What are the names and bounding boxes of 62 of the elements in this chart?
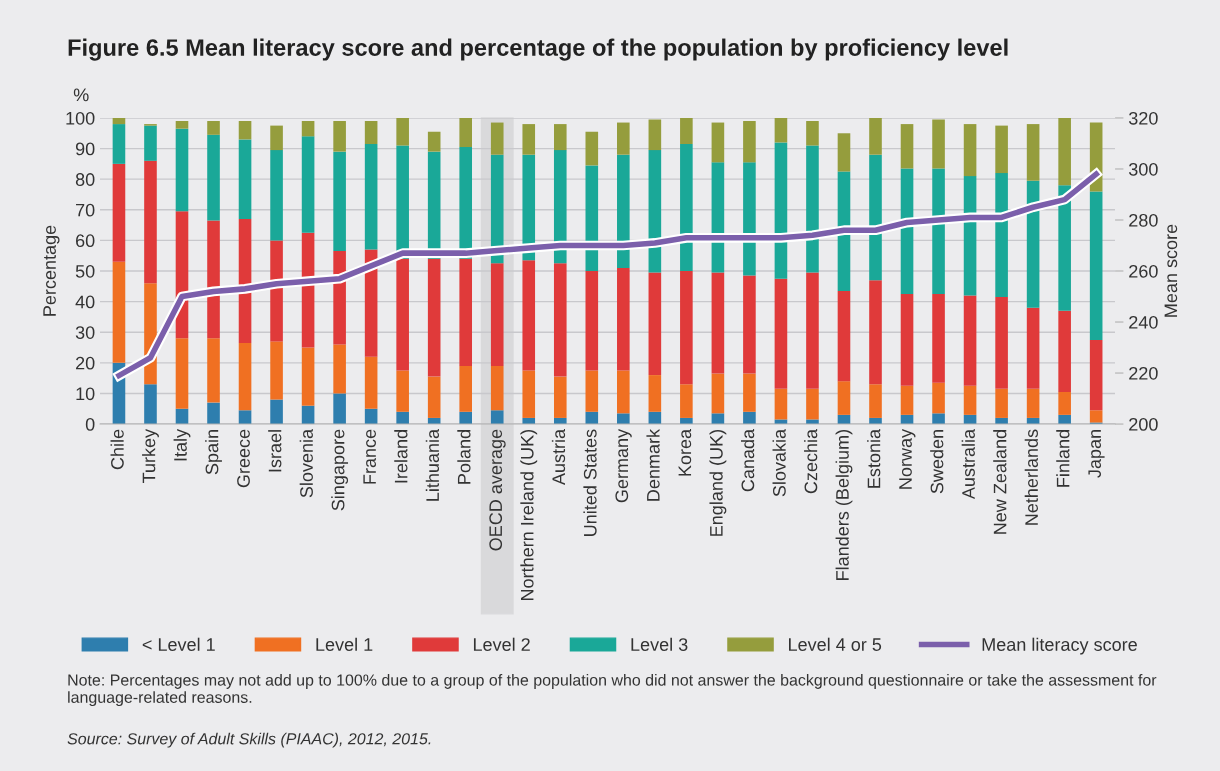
y-tick-label: 10 (76, 387, 95, 401)
x-tick-label: Estonia (867, 428, 881, 488)
text: % (73, 88, 89, 102)
x-tick-label: Singapore (331, 429, 349, 511)
x-tick-label: Sweden (930, 430, 944, 494)
y-tick-label: 0 (85, 417, 95, 431)
x-tick-label: Czechia (804, 428, 818, 494)
y-tick-label: 90 (75, 142, 95, 156)
y2-tick-label: 320 (1128, 111, 1158, 125)
x-tick-label: Flanders (Belgium) (835, 430, 853, 580)
x-tick-label: Israel (268, 430, 282, 472)
y-tick-label: 70 (76, 203, 95, 217)
x-tick-label: Japan (1088, 430, 1105, 478)
x-tick-label: New Zealand (993, 430, 1007, 534)
x-tick-label: Netherlands (1024, 429, 1038, 525)
y2-tick-label: 220 (1129, 366, 1158, 380)
y2-tick-label: 280 (1129, 213, 1158, 227)
y-tick-label: 50 (75, 264, 95, 278)
y-tick-label: 100 (66, 111, 95, 125)
x-tick-label: Germany (615, 428, 632, 503)
y-tick-label: 80 (75, 173, 95, 186)
x-tick-label: Austria (551, 428, 566, 486)
y2-tick-label: 240 (1129, 315, 1158, 329)
x-tick-label: Lithuania (425, 428, 440, 501)
y2-axis-title: Mean score (1164, 224, 1178, 317)
text: Note: Percentages may not add up to 100% due to a group of the population who did not answer the background questionnaire or take the assessment for language-related reasons. (68, 674, 1157, 707)
y-tick-label: 20 (76, 356, 95, 370)
y-tick-label: 30 (75, 326, 95, 339)
x-tick-label: England (UK) (709, 430, 727, 536)
x-tick-label: Greece (237, 429, 250, 488)
x-tick-label: Finland (1056, 430, 1070, 487)
legend-label: Mean literacy score (982, 637, 1137, 655)
y2-tick-label: 300 (1128, 162, 1158, 176)
y-axis-title: Percentage (43, 225, 60, 316)
x-tick-label: Slovenia (299, 428, 313, 498)
x-tick-label: Slovakia (772, 428, 786, 497)
x-tick-label: Poland (457, 430, 471, 484)
legend-label: Level 4 or 5 (789, 637, 882, 651)
x-tick-label: Turkey (142, 428, 159, 483)
x-tick-label: OECD average (489, 429, 506, 551)
y2-tick-label: 200 (1129, 417, 1158, 431)
y2-tick-label: 260 (1129, 264, 1158, 278)
x-tick-label: Ireland (394, 430, 408, 483)
x-tick-label: Northern Ireland (UK) (520, 430, 538, 601)
x-tick-label: France (363, 429, 376, 484)
source-note: Source: Survey of Adult Skills (PIAAC), 2012, 2015. (67, 732, 431, 748)
legend-label: < Level 1 (142, 637, 215, 651)
legend-label: Level 1 (316, 637, 373, 651)
x-tick-label: Spain (205, 430, 222, 475)
x-tick-label: Australia (961, 428, 975, 500)
x-tick-label: Chile (110, 429, 124, 470)
x-tick-label: Canada (741, 428, 755, 492)
x-tick-label: Denmark (646, 428, 660, 501)
y-tick-label: 60 (76, 234, 95, 248)
x-tick-label: Italy (173, 428, 191, 461)
legend-label: Level 3 (631, 637, 688, 651)
chart-title: Figure 6.5 Mean literacy score and percentage of the population by proficiency level (68, 38, 1008, 61)
x-tick-label: Korea (678, 428, 692, 476)
x-tick-label: Norway (899, 428, 916, 489)
x-tick-label: United States (583, 429, 597, 536)
legend-label: Level 2 (473, 637, 530, 651)
y-tick-label: 40 (75, 295, 95, 309)
